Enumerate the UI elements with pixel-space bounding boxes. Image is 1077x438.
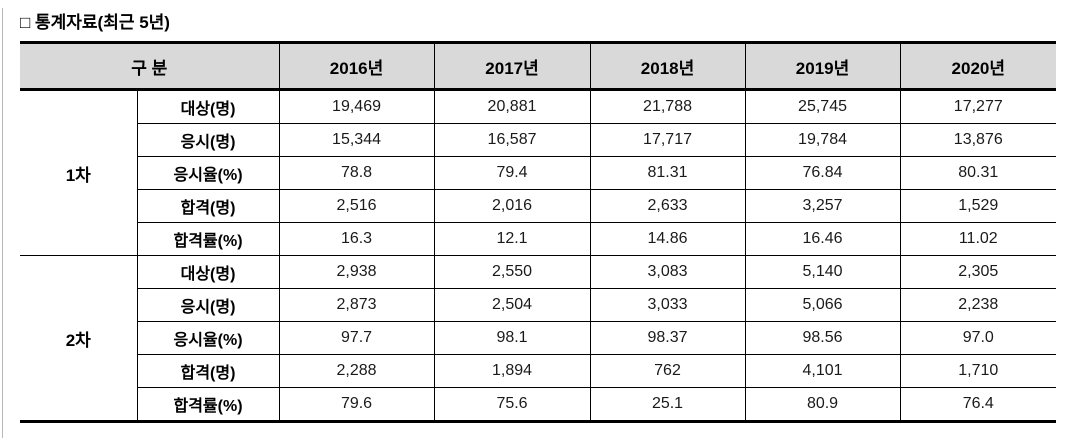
value-cell: 19,469 bbox=[278, 89, 435, 124]
value-cell: 25.1 bbox=[589, 387, 746, 422]
value-cell: 16,587 bbox=[433, 123, 591, 157]
table-row: 1차 대상(명) 19,469 20,881 21,788 25,745 17,277 bbox=[20, 89, 1057, 256]
value-cell: 2,504 bbox=[433, 288, 591, 322]
value-cell: 78.8 bbox=[278, 156, 435, 190]
value-cell: 13,876 bbox=[899, 123, 1057, 157]
value-cell: 16.3 bbox=[278, 222, 435, 256]
table-row: 응시율(%) 78.8 79.4 81.31 76.84 80.31 bbox=[20, 156, 1057, 190]
value-cell: 2,238 bbox=[899, 288, 1057, 322]
metric-label-cell: 응시율(%) bbox=[137, 156, 280, 190]
group-cell: 1차 bbox=[20, 89, 138, 256]
value-cell: 14.86 bbox=[589, 222, 746, 256]
value-cell: 81.31 bbox=[589, 156, 746, 190]
value-cell: 16.46 bbox=[744, 222, 901, 256]
statistics-table: 구 분 2016년 2017년 2018년 2019년 2020년 1차 대상(명) 19,… bbox=[20, 41, 1057, 423]
table-row: 2차 대상(명) 2,938 2,550 3,083 5,140 2,305 bbox=[20, 255, 1057, 422]
year-header: 2018년 bbox=[589, 42, 746, 91]
table-row: 합격(명) 2,516 2,016 2,633 3,257 1,529 bbox=[20, 189, 1057, 223]
window-edge-line bbox=[2, 8, 3, 438]
group-cell: 2차 bbox=[20, 255, 138, 422]
gubun-header: 구 분 bbox=[20, 42, 280, 91]
value-cell: 2,288 bbox=[278, 354, 435, 388]
year-header: 2017년 bbox=[433, 42, 591, 91]
value-cell: 11.02 bbox=[899, 222, 1057, 256]
value-cell: 80.9 bbox=[744, 387, 901, 422]
metric-label-cell: 합격률(%) bbox=[137, 222, 280, 256]
value-cell: 2,633 bbox=[589, 189, 746, 223]
value-cell: 1,529 bbox=[899, 189, 1057, 223]
value-cell: 76.4 bbox=[899, 387, 1057, 422]
value-cell: 75.6 bbox=[433, 387, 591, 422]
page-title: □ 통계자료(최근 5년) bbox=[20, 13, 170, 32]
document-page: □ 통계자료(최근 5년) 구 분 2016년 2017년 2018년 2019년 20… bbox=[20, 13, 1057, 423]
value-cell: 3,257 bbox=[744, 189, 901, 223]
value-cell: 1,894 bbox=[433, 354, 591, 388]
value-cell: 79.4 bbox=[433, 156, 591, 190]
year-header: 2020년 bbox=[899, 42, 1057, 91]
table-row: 합격률(%) 16.3 12.1 14.86 16.46 11.02 bbox=[20, 222, 1057, 256]
value-cell: 76.84 bbox=[744, 156, 901, 190]
value-cell: 98.56 bbox=[744, 321, 901, 355]
table-row: 합격(명) 2,288 1,894 762 4,101 1,710 bbox=[20, 354, 1057, 388]
value-cell: 2,550 bbox=[433, 255, 591, 289]
metric-label-cell: 합격률(%) bbox=[137, 387, 280, 422]
value-cell: 1,710 bbox=[899, 354, 1057, 388]
table-row: 합격률(%) 79.6 75.6 25.1 80.9 76.4 bbox=[20, 387, 1057, 422]
table-row: 응시율(%) 97.7 98.1 98.37 98.56 97.0 bbox=[20, 321, 1057, 355]
value-cell: 2,305 bbox=[899, 255, 1057, 289]
value-cell: 12.1 bbox=[433, 222, 591, 256]
metric-label-cell: 응시(명) bbox=[137, 123, 280, 157]
value-cell: 2,938 bbox=[278, 255, 435, 289]
metric-label-cell: 합격(명) bbox=[137, 189, 280, 223]
value-cell: 4,101 bbox=[744, 354, 901, 388]
table-row: 응시(명) 2,873 2,504 3,033 5,066 2,238 bbox=[20, 288, 1057, 322]
value-cell: 80.31 bbox=[899, 156, 1057, 190]
value-cell: 5,066 bbox=[744, 288, 901, 322]
table-body: 1차 대상(명) 19,469 20,881 21,788 25,745 17,277 응시(… bbox=[20, 89, 1057, 422]
value-cell: 20,881 bbox=[433, 89, 591, 124]
value-cell: 19,784 bbox=[744, 123, 901, 157]
metric-label-cell: 응시(명) bbox=[137, 288, 280, 322]
value-cell: 15,344 bbox=[278, 123, 435, 157]
value-cell: 2,516 bbox=[278, 189, 435, 223]
value-cell: 97.7 bbox=[278, 321, 435, 355]
value-cell: 2,873 bbox=[278, 288, 435, 322]
year-header: 2016년 bbox=[278, 42, 435, 91]
metric-label-cell: 대상(명) bbox=[136, 255, 280, 289]
value-cell: 17,717 bbox=[589, 123, 746, 157]
value-cell: 2,016 bbox=[433, 189, 591, 223]
value-cell: 98.37 bbox=[589, 321, 746, 355]
metric-label-cell: 대상(명) bbox=[136, 89, 280, 124]
value-cell: 762 bbox=[589, 354, 746, 388]
value-cell: 17,277 bbox=[899, 89, 1057, 124]
value-cell: 5,140 bbox=[744, 255, 901, 289]
table-row: 응시(명) 15,344 16,587 17,717 19,784 13,876 bbox=[20, 123, 1057, 157]
value-cell: 98.1 bbox=[433, 321, 591, 355]
value-cell: 21,788 bbox=[589, 89, 746, 124]
metric-label-cell: 응시율(%) bbox=[137, 321, 280, 355]
value-cell: 3,083 bbox=[589, 255, 746, 289]
year-header: 2019년 bbox=[744, 42, 901, 91]
value-cell: 79.6 bbox=[278, 387, 435, 422]
value-cell: 3,033 bbox=[589, 288, 746, 322]
value-cell: 97.0 bbox=[899, 321, 1057, 355]
value-cell: 25,745 bbox=[744, 89, 901, 124]
metric-label-cell: 합격(명) bbox=[137, 354, 280, 388]
header-row: 구 분 2016년 2017년 2018년 2019년 2020년 bbox=[20, 42, 1057, 91]
